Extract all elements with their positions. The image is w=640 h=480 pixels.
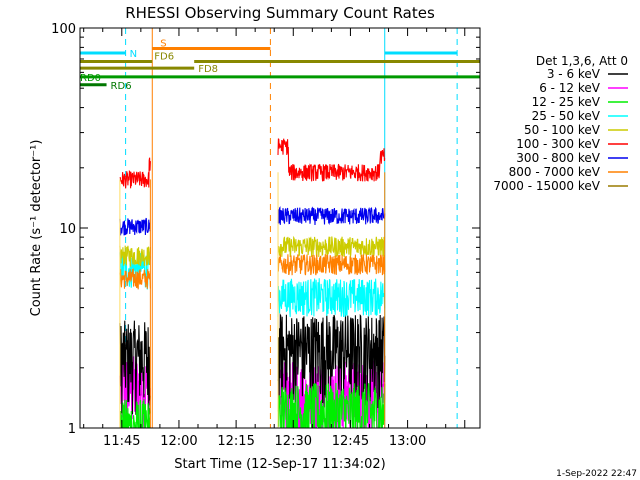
series-trace — [277, 254, 386, 276]
x-tick-label: 12:45 — [332, 434, 369, 449]
legend-label: 300 - 800 keV — [516, 151, 600, 165]
x-axis-label: Start Time (12-Sep-17 11:34:02) — [174, 457, 385, 472]
generated-timestamp: 1-Sep-2022 22:47 — [556, 469, 637, 479]
legend-label: 7000 - 15000 keV — [493, 179, 600, 193]
series-trace — [277, 278, 386, 318]
x-tick-label: 12:00 — [160, 434, 197, 449]
x-tick-label: 13:00 — [389, 434, 426, 449]
series-trace — [119, 245, 151, 268]
legend-label: 6 - 12 keV — [539, 81, 601, 95]
flag-label: N — [130, 49, 137, 60]
chart-title: RHESSI Observing Summary Count Rates — [125, 4, 435, 22]
y-tick-label: 10 — [59, 222, 76, 237]
plot-area: N S FD6 FD8 RD0 RD6 11:45 12:00 12:15 12:30 12:45 1… — [51, 22, 481, 449]
legend-label: 12 - 25 keV — [532, 95, 601, 109]
series-trace — [119, 157, 151, 189]
series-trace — [119, 268, 151, 290]
flag-label: RD6 — [111, 81, 132, 92]
legend-header: Det 1,3,6, Att 0 — [536, 54, 628, 68]
flag-label: S — [160, 38, 166, 49]
legend-label: 100 - 300 keV — [516, 137, 600, 151]
x-tick-label: 12:30 — [275, 434, 312, 449]
series-trace — [119, 320, 151, 415]
legend-label: 50 - 100 keV — [524, 123, 601, 137]
series-trace — [277, 138, 386, 182]
series-trace — [277, 235, 386, 259]
flag-label: FD8 — [198, 64, 218, 75]
y-tick-label: 1 — [68, 422, 76, 437]
flag-label: FD6 — [154, 51, 174, 62]
series-trace — [277, 206, 386, 226]
series-trace — [277, 382, 386, 430]
x-tick-label: 11:45 — [103, 434, 140, 449]
x-tick-label: 12:15 — [217, 434, 254, 449]
y-tick-label: 100 — [51, 22, 76, 37]
series-trace — [119, 217, 151, 236]
legend-label: 3 - 6 keV — [547, 67, 601, 81]
flag-label: RD0 — [80, 73, 101, 84]
y-axis-label: Count Rate (s⁻¹ detector⁻¹) — [29, 140, 44, 317]
legend-label: 800 - 7000 keV — [509, 165, 601, 179]
legend-label: 25 - 50 keV — [532, 109, 601, 123]
series-trace — [277, 312, 386, 409]
